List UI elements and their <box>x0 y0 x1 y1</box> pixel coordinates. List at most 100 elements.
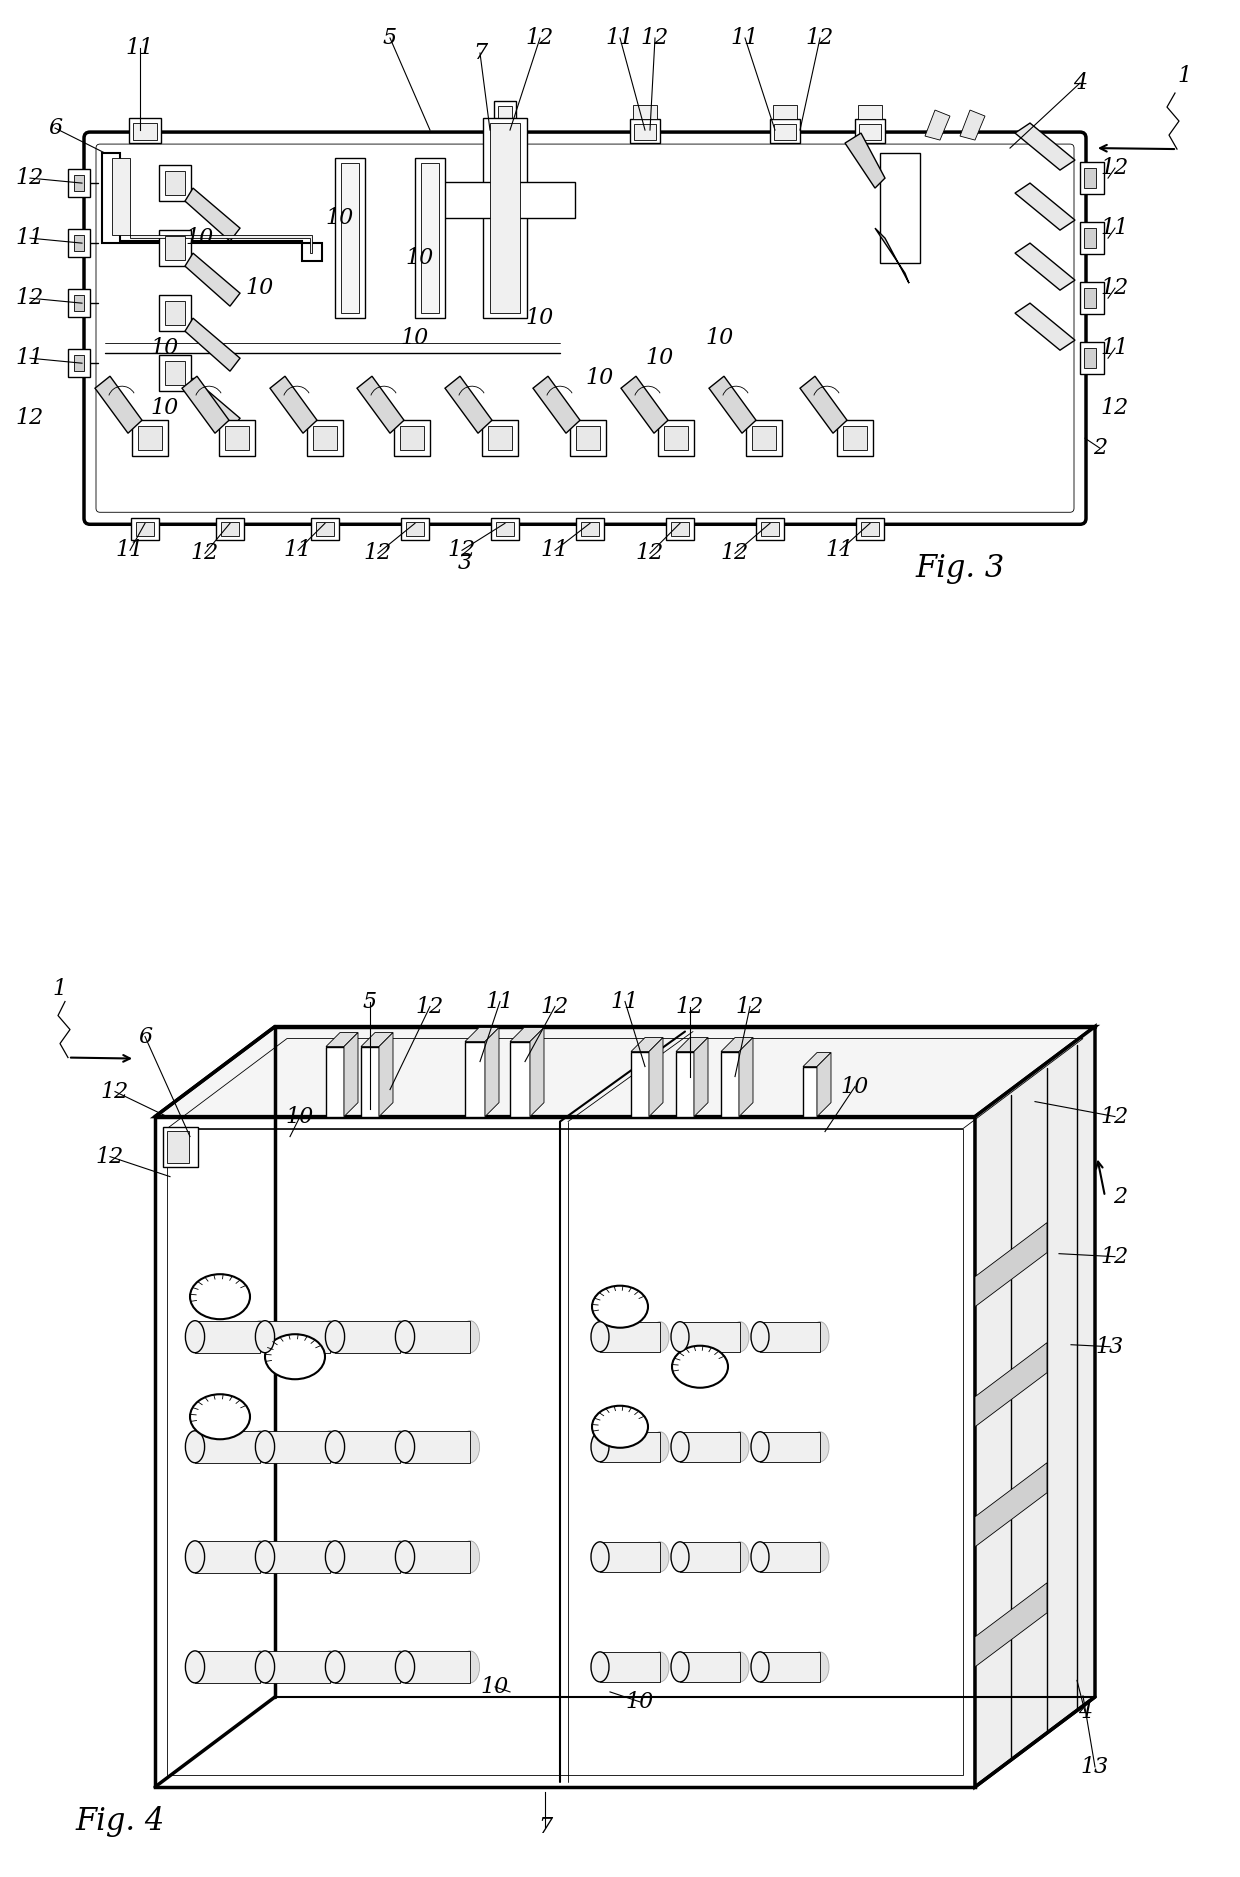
Ellipse shape <box>255 1321 274 1353</box>
Bar <box>361 1047 379 1117</box>
Bar <box>335 1541 401 1573</box>
Bar <box>165 300 185 325</box>
Text: 11: 11 <box>1101 218 1130 238</box>
Bar <box>159 165 191 201</box>
Text: Fig. 4: Fig. 4 <box>76 1806 165 1838</box>
Text: 10: 10 <box>326 206 355 229</box>
Bar <box>632 105 657 118</box>
Polygon shape <box>357 375 404 434</box>
Bar <box>159 355 191 390</box>
Ellipse shape <box>320 1321 340 1353</box>
Text: 10: 10 <box>401 327 429 349</box>
Bar <box>195 1430 260 1462</box>
Ellipse shape <box>320 1430 340 1462</box>
Ellipse shape <box>591 1321 609 1351</box>
Polygon shape <box>975 1027 1095 1787</box>
Ellipse shape <box>255 1652 274 1684</box>
Text: 1: 1 <box>1178 66 1192 86</box>
Polygon shape <box>185 319 241 372</box>
Bar <box>1080 342 1104 374</box>
Ellipse shape <box>396 1321 414 1353</box>
Ellipse shape <box>732 1652 749 1682</box>
Bar <box>195 1541 260 1573</box>
Polygon shape <box>631 1038 663 1051</box>
Polygon shape <box>676 1038 708 1051</box>
Text: 12: 12 <box>1101 398 1130 419</box>
Bar <box>496 522 515 537</box>
Bar <box>165 237 185 261</box>
Bar <box>760 1541 820 1571</box>
Bar <box>837 420 873 456</box>
Text: 11: 11 <box>115 539 144 561</box>
Bar <box>482 420 518 456</box>
Bar <box>312 426 337 450</box>
Polygon shape <box>720 1038 753 1051</box>
Bar <box>746 420 782 456</box>
Bar <box>221 522 239 537</box>
Text: 2: 2 <box>1114 1186 1127 1207</box>
Ellipse shape <box>250 1541 269 1573</box>
Bar <box>162 1126 198 1167</box>
Polygon shape <box>185 377 241 432</box>
Bar <box>405 1652 470 1684</box>
Ellipse shape <box>250 1430 269 1462</box>
Bar <box>265 1652 330 1684</box>
Ellipse shape <box>396 1541 414 1573</box>
Bar <box>600 1321 660 1351</box>
Polygon shape <box>270 375 317 434</box>
Bar <box>491 518 520 541</box>
Bar <box>422 163 439 313</box>
Text: 12: 12 <box>735 995 764 1017</box>
Bar <box>159 295 191 330</box>
Polygon shape <box>112 158 312 253</box>
Text: 2: 2 <box>1092 437 1107 460</box>
Polygon shape <box>379 1032 393 1117</box>
Polygon shape <box>529 1027 544 1117</box>
Bar <box>165 171 185 195</box>
Text: 11: 11 <box>606 26 634 49</box>
Bar <box>577 426 600 450</box>
Ellipse shape <box>732 1321 749 1351</box>
Polygon shape <box>1016 244 1075 291</box>
Text: 12: 12 <box>641 26 670 49</box>
Text: 12: 12 <box>191 542 219 565</box>
Bar <box>761 522 779 537</box>
Bar <box>495 126 515 141</box>
Bar <box>804 1066 817 1117</box>
Ellipse shape <box>751 1541 769 1571</box>
Bar <box>74 295 84 312</box>
Bar <box>265 1541 330 1573</box>
Bar <box>1084 169 1096 188</box>
Ellipse shape <box>732 1432 749 1462</box>
Bar <box>133 124 157 141</box>
Bar <box>680 1321 740 1351</box>
Ellipse shape <box>751 1432 769 1462</box>
Bar <box>167 1130 188 1162</box>
Polygon shape <box>960 111 985 141</box>
Bar <box>68 229 91 257</box>
Text: 11: 11 <box>541 539 569 561</box>
Ellipse shape <box>751 1321 769 1351</box>
Bar <box>489 426 512 450</box>
Bar <box>774 124 796 141</box>
Bar <box>630 118 660 143</box>
Text: 12: 12 <box>1101 1246 1130 1267</box>
Ellipse shape <box>591 1652 609 1682</box>
Bar <box>405 522 424 537</box>
Ellipse shape <box>391 1541 409 1573</box>
Ellipse shape <box>811 1432 830 1462</box>
Bar <box>335 1652 401 1684</box>
Bar <box>435 182 575 218</box>
Ellipse shape <box>186 1541 205 1573</box>
Bar <box>634 124 656 141</box>
Bar <box>335 1430 401 1462</box>
Polygon shape <box>95 375 143 434</box>
Ellipse shape <box>732 1541 749 1571</box>
Ellipse shape <box>325 1541 345 1573</box>
Polygon shape <box>975 1342 1047 1427</box>
Polygon shape <box>621 375 668 434</box>
Ellipse shape <box>672 1346 728 1387</box>
Bar <box>773 105 797 118</box>
Ellipse shape <box>651 1541 670 1571</box>
Ellipse shape <box>190 1274 250 1320</box>
